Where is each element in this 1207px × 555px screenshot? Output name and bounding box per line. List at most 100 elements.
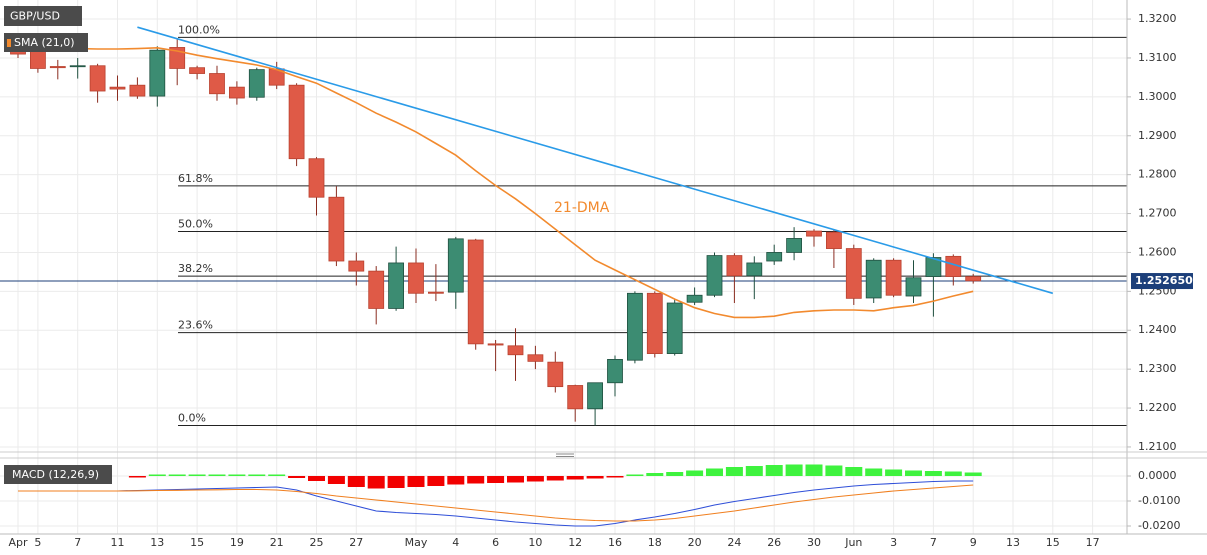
candle-body: [587, 382, 603, 410]
candle-body: [487, 343, 504, 346]
x-tick-label: 7: [930, 536, 937, 549]
price-panel: 100.0% 61.8% 50.0% 38.2% 23.6% 0.0%: [0, 23, 1127, 427]
histogram-bar: [407, 476, 425, 487]
candle-body: [766, 252, 783, 262]
x-tick-label: Apr: [8, 536, 28, 549]
candle-body: [507, 345, 524, 356]
histogram-bar: [447, 476, 465, 485]
candle-body: [189, 67, 206, 74]
histogram-bar: [526, 476, 544, 482]
histogram-bar: [208, 474, 226, 476]
histogram-bar: [248, 474, 266, 476]
x-tick-label: 17: [1086, 536, 1100, 549]
histogram-bar: [288, 476, 306, 478]
candle-body: [845, 248, 862, 299]
x-tick-label: 3: [890, 536, 897, 549]
candle-body: [726, 255, 743, 277]
histogram-bar: [168, 474, 186, 476]
candle-body: [69, 65, 86, 68]
y-tick-label: 1.2800: [1138, 168, 1177, 181]
x-tick-label: 27: [349, 536, 363, 549]
trendline: [137, 26, 1054, 295]
candle-body: [248, 69, 265, 98]
x-tick-label: 7: [74, 536, 81, 549]
macd-title: MACD (12,26,9): [12, 468, 99, 481]
title-box: [4, 6, 82, 26]
x-tick-label: May: [405, 536, 428, 549]
signal-line: [18, 484, 974, 522]
histogram-bar: [327, 476, 345, 484]
histogram-bar: [626, 474, 644, 476]
indicator-box: [4, 33, 88, 52]
x-tick-label: 16: [608, 536, 622, 549]
x-tick-label: 26: [767, 536, 781, 549]
histogram-bar: [148, 474, 166, 476]
y-tick-label: 1.2300: [1138, 362, 1177, 375]
candle-body: [865, 259, 882, 299]
x-tick-label: 9: [970, 536, 977, 549]
y-tick-label: 1.3200: [1138, 12, 1177, 25]
resize-grip[interactable]: [556, 453, 574, 457]
candle-body: [49, 66, 66, 69]
histogram-bar: [765, 465, 783, 476]
histogram-bar: [308, 476, 325, 481]
x-tick-label: 30: [807, 536, 821, 549]
candle-body: [607, 359, 623, 384]
histogram-bar: [586, 476, 604, 479]
candle-body: [646, 292, 663, 354]
x-tick-label: 15: [190, 536, 204, 549]
fib-label: 100.0%: [178, 23, 220, 36]
histogram-bar: [487, 476, 505, 483]
x-tick-label: 12: [568, 536, 582, 549]
candle-body: [328, 196, 345, 262]
candle-body: [706, 255, 723, 296]
histogram-bar: [347, 476, 365, 487]
histogram-bar: [885, 469, 903, 476]
histogram-bar: [706, 468, 723, 476]
histogram-bar: [805, 464, 823, 476]
histogram-bar: [845, 467, 863, 476]
x-tick-label: 15: [1046, 536, 1060, 549]
last-price-label: 1.252650: [1135, 274, 1193, 287]
y-tick-label: -0.0100: [1138, 494, 1180, 507]
x-tick-label: 20: [688, 536, 702, 549]
indicator-box: [4, 465, 112, 484]
x-tick-label: 13: [1006, 536, 1020, 549]
y-tick-label: 1.2900: [1138, 129, 1177, 142]
y-tick-label: 1.2700: [1138, 207, 1177, 220]
fib-label: 61.8%: [178, 172, 213, 185]
candle-body: [209, 73, 225, 95]
candle-body: [567, 385, 584, 410]
x-tick-label: 10: [528, 536, 542, 549]
candle-body: [806, 230, 822, 237]
y-tick-label: 1.3000: [1138, 90, 1177, 103]
x-tick-label: Jun: [844, 536, 862, 549]
candle-body: [388, 262, 405, 309]
histogram-bar: [944, 471, 962, 476]
sma-annotation: 21-DMA: [554, 200, 610, 216]
candle-body: [149, 49, 166, 97]
x-tick-label: 24: [727, 536, 741, 549]
histogram-bar: [228, 474, 246, 476]
candle-body: [427, 291, 444, 294]
candle-body: [627, 292, 643, 361]
fib-label: 0.0%: [178, 412, 206, 425]
candle-body: [169, 47, 186, 69]
x-tick-label: 13: [150, 536, 164, 549]
histogram-bar: [646, 473, 664, 476]
histogram-bar: [905, 470, 922, 476]
x-tick-label: 18: [648, 536, 662, 549]
candle-body: [527, 354, 544, 362]
histogram-bar: [606, 476, 624, 478]
candle-body: [746, 262, 763, 277]
fib-label: 50.0%: [178, 217, 213, 230]
histogram-bar: [745, 466, 763, 476]
histogram-bar: [467, 476, 485, 484]
histogram-bar: [725, 467, 743, 476]
histogram-bar: [367, 476, 385, 489]
histogram-bar: [924, 471, 942, 476]
histogram-bar: [427, 476, 445, 486]
